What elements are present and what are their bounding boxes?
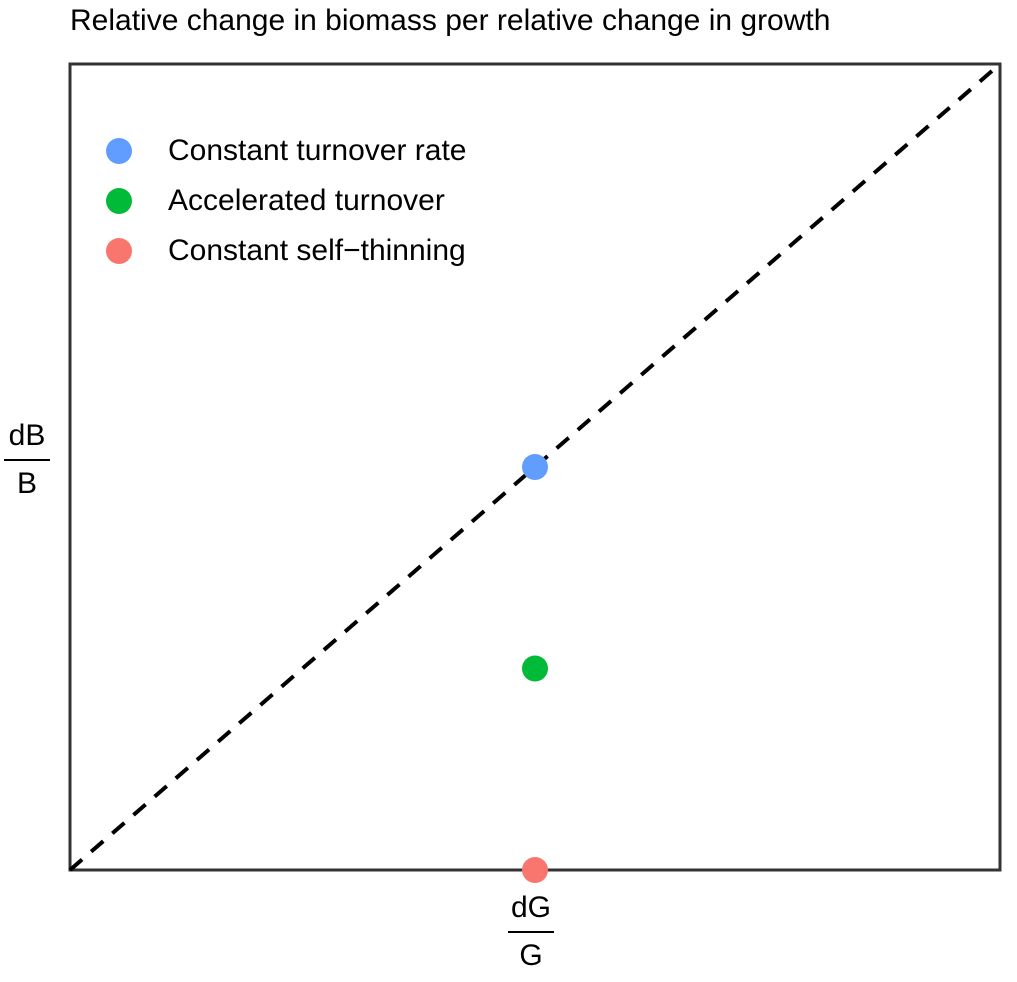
chart-title: Relative change in biomass per relative … [70,4,831,37]
x-axis-label: dG G [508,893,554,971]
legend-swatch [106,238,132,264]
reference-line [68,62,1002,872]
x-axis-fraction-bar [508,931,554,933]
legend: Constant turnover rate Accelerated turno… [104,126,467,276]
legend-item-constant-turnover: Constant turnover rate [104,126,467,176]
legend-label: Accelerated turnover [168,184,445,217]
legend-swatch [106,188,132,214]
y-axis-label-numerator: dB [8,419,46,452]
legend-item-accelerated-turnover: Accelerated turnover [104,176,467,226]
y-axis-fraction-bar [4,459,50,461]
legend-label: Constant turnover rate [168,134,467,167]
chart-marks [68,62,1002,883]
y-axis-label: dB B [4,421,50,499]
legend-item-constant-self-thinning: Constant self−thinning [104,226,467,276]
x-axis-label-denominator: G [519,939,543,972]
x-axis-label-numerator: dG [510,891,552,924]
legend-label: Constant self−thinning [168,234,466,267]
data-point-series-2 [522,857,548,883]
legend-swatch [106,138,132,164]
data-point-series-1 [522,655,548,682]
y-axis-label-denominator: B [16,467,37,500]
data-point-series-0 [522,454,548,480]
